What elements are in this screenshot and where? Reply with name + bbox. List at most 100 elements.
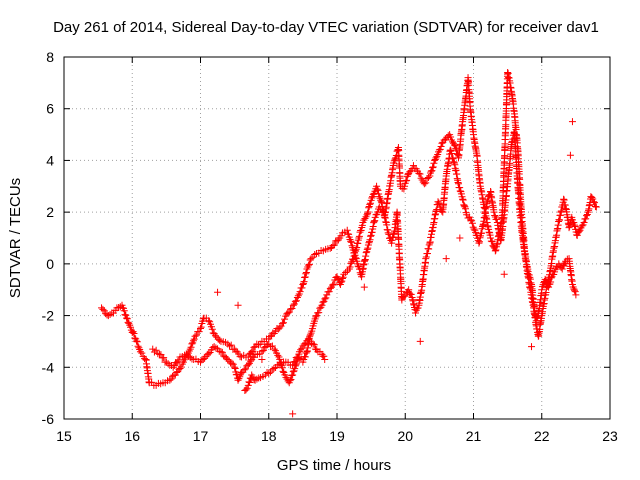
track-point	[357, 271, 365, 279]
track-point	[317, 303, 325, 311]
track-point	[354, 262, 362, 270]
track-point	[322, 294, 330, 302]
track-point	[508, 140, 516, 148]
data-point	[231, 363, 239, 371]
track-point	[171, 371, 179, 379]
outlier-point	[442, 255, 450, 263]
track-point	[384, 226, 392, 234]
track-point	[560, 196, 568, 204]
track-point	[361, 255, 369, 263]
track-point	[216, 336, 224, 344]
track-point	[407, 290, 415, 298]
track-point	[370, 217, 378, 225]
track-point	[578, 222, 586, 230]
track-point	[312, 313, 320, 321]
track-point	[286, 377, 294, 385]
track-point	[305, 261, 313, 269]
track-point	[510, 129, 518, 137]
track-point	[362, 249, 370, 257]
track-point	[374, 186, 382, 194]
data-point	[491, 247, 499, 255]
track-point	[301, 353, 309, 361]
track-point	[195, 328, 203, 336]
track-point	[454, 179, 462, 187]
track-point	[365, 204, 373, 212]
track-point	[150, 348, 158, 356]
track-point	[130, 330, 138, 338]
data-point	[278, 319, 286, 327]
track-point	[255, 341, 263, 349]
track-point	[132, 337, 140, 345]
track-point	[348, 255, 356, 263]
track-point	[99, 305, 107, 313]
track-point	[478, 229, 486, 237]
track-point	[521, 251, 529, 259]
track-point	[189, 337, 197, 345]
track-point	[449, 155, 457, 163]
track-point	[337, 232, 345, 240]
track-point	[214, 335, 222, 343]
track-point	[339, 273, 347, 281]
track-point	[450, 158, 458, 166]
track-point	[537, 289, 545, 297]
track-point	[266, 368, 274, 376]
track-point	[365, 238, 373, 246]
track-point	[548, 253, 556, 261]
x-tick-label: 19	[329, 428, 345, 444]
track-point	[294, 292, 302, 300]
x-tick-label: 23	[602, 428, 618, 444]
track-point	[364, 209, 372, 217]
track-point	[242, 353, 250, 361]
track-point	[516, 205, 524, 213]
track-point	[287, 305, 295, 313]
track-point	[218, 348, 226, 356]
track-point	[177, 363, 185, 371]
track-point	[342, 269, 350, 277]
track-point	[161, 358, 169, 366]
track-point	[267, 343, 275, 351]
track-point	[236, 353, 244, 361]
track-point	[540, 299, 548, 307]
y-tick-label: -6	[42, 411, 55, 427]
track-point	[425, 241, 433, 249]
y-tick-label: 4	[46, 152, 54, 168]
track-point	[303, 337, 311, 345]
x-tick-label: 22	[534, 428, 550, 444]
track-point	[493, 241, 501, 249]
track-point	[507, 83, 515, 91]
track-point	[422, 179, 430, 187]
track-point	[287, 375, 295, 383]
track-point	[298, 284, 306, 292]
track-point	[157, 380, 165, 388]
outlier-point	[214, 288, 222, 296]
track-point	[276, 359, 284, 367]
track-point	[431, 156, 439, 164]
track-point	[270, 329, 278, 337]
track-point	[421, 258, 429, 266]
x-tick-label: 17	[193, 428, 209, 444]
track-point	[321, 295, 329, 303]
track-point	[430, 220, 438, 228]
y-tick-label: -4	[42, 359, 55, 375]
track-point	[475, 238, 483, 246]
track-point	[288, 371, 296, 379]
track-point	[476, 179, 484, 187]
track-point	[297, 346, 305, 354]
track-point	[537, 314, 545, 322]
track-point	[370, 219, 378, 227]
track-point	[152, 346, 160, 354]
track-point	[465, 213, 473, 221]
data-point	[367, 231, 375, 239]
data-point	[572, 291, 580, 299]
track-point	[368, 194, 376, 202]
track-point	[393, 147, 401, 155]
track-point	[416, 170, 424, 178]
track-point	[504, 70, 512, 78]
track-point	[352, 245, 360, 253]
data-point	[125, 319, 133, 327]
track-point	[311, 250, 319, 258]
track-point	[364, 208, 372, 216]
track-point	[560, 261, 568, 269]
track-point	[259, 346, 267, 354]
